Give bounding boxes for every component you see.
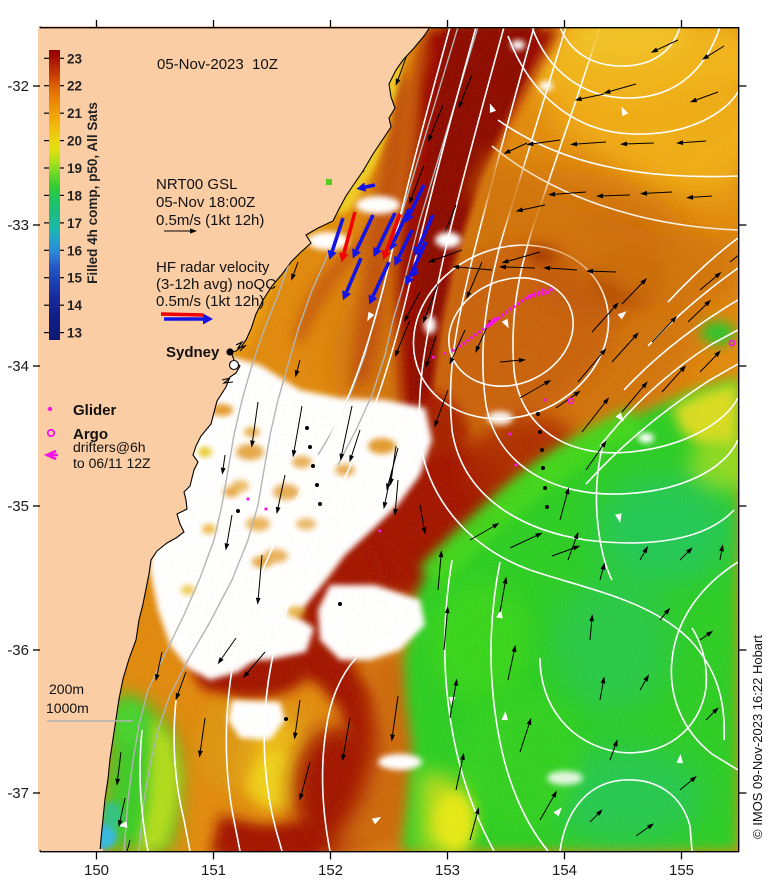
svg-text:1000m: 1000m	[46, 700, 89, 716]
svg-text:(3-12h avg) noQC: (3-12h avg) noQC	[156, 276, 276, 293]
svg-text:-33: -33	[7, 217, 29, 234]
svg-text:151: 151	[201, 862, 226, 879]
svg-text:14: 14	[67, 298, 83, 313]
svg-text:HF radar velocity: HF radar velocity	[156, 259, 270, 276]
svg-text:Argo: Argo	[73, 426, 108, 443]
svg-text:155: 155	[669, 862, 694, 879]
svg-text:0.5m/s (1kt 12h): 0.5m/s (1kt 12h)	[156, 212, 264, 229]
svg-text:154: 154	[552, 862, 577, 879]
svg-text:17: 17	[67, 216, 82, 231]
svg-text:-32: -32	[7, 78, 29, 95]
svg-text:© IMOS 09-Nov-2023 16:22 Hobar: © IMOS 09-Nov-2023 16:22 Hobart	[750, 635, 765, 839]
svg-text:-36: -36	[7, 642, 29, 659]
svg-text:15: 15	[67, 271, 83, 286]
svg-text:18: 18	[67, 188, 83, 203]
svg-text:19: 19	[67, 161, 82, 176]
svg-text:153: 153	[435, 862, 460, 879]
svg-text:16: 16	[67, 243, 83, 258]
svg-text:Glider: Glider	[73, 402, 117, 419]
svg-text:05-Nov 18:00Z: 05-Nov 18:00Z	[156, 194, 255, 211]
svg-text:20: 20	[67, 134, 82, 149]
svg-text:0.5m/s (1kt 12h): 0.5m/s (1kt 12h)	[156, 293, 264, 310]
svg-text:22: 22	[67, 79, 82, 94]
svg-text:21: 21	[67, 106, 83, 121]
svg-text:150: 150	[84, 862, 109, 879]
svg-text:05-Nov-2023 10Z: 05-Nov-2023 10Z	[157, 56, 278, 73]
svg-text:drifters@6h: drifters@6h	[73, 439, 146, 455]
svg-text:-37: -37	[7, 785, 29, 802]
svg-text:13: 13	[67, 326, 83, 341]
svg-text:to 06/11 12Z: to 06/11 12Z	[73, 455, 151, 471]
svg-text:NRT00 GSL: NRT00 GSL	[156, 176, 237, 193]
svg-text:200m: 200m	[49, 681, 84, 697]
svg-text:Sydney: Sydney	[166, 344, 220, 361]
svg-text:152: 152	[318, 862, 343, 879]
svg-text:-35: -35	[7, 498, 29, 515]
svg-text:Filled 4h comp, p50, All Sats: Filled 4h comp, p50, All Sats	[85, 102, 100, 284]
svg-text:-34: -34	[7, 358, 29, 375]
svg-text:23: 23	[67, 51, 83, 66]
